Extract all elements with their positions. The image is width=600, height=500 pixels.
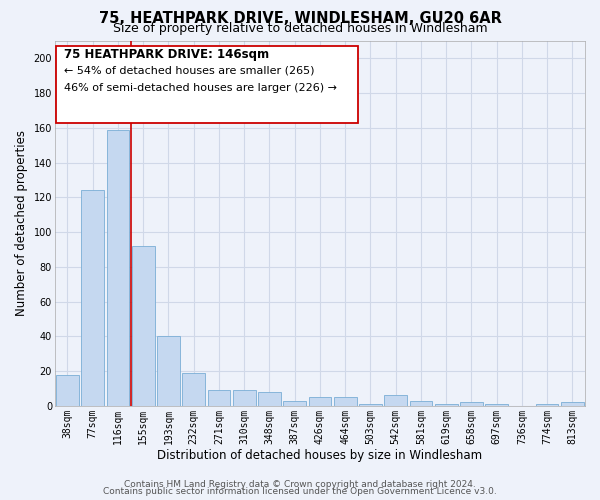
Text: Contains HM Land Registry data © Crown copyright and database right 2024.: Contains HM Land Registry data © Crown c… [124, 480, 476, 489]
Bar [208, 390, 230, 406]
Bar [410, 400, 432, 406]
Text: Size of property relative to detached houses in Windlesham: Size of property relative to detached ho… [113, 22, 487, 35]
Bar [107, 130, 130, 406]
Text: Contains public sector information licensed under the Open Government Licence v3: Contains public sector information licen… [103, 487, 497, 496]
Bar [435, 404, 458, 406]
Bar [536, 404, 559, 406]
FancyBboxPatch shape [56, 46, 358, 122]
Bar [233, 390, 256, 406]
Bar [82, 190, 104, 406]
Text: 75 HEATHPARK DRIVE: 146sqm: 75 HEATHPARK DRIVE: 146sqm [64, 48, 269, 61]
Text: ← 54% of detached houses are smaller (265): ← 54% of detached houses are smaller (26… [64, 66, 314, 76]
Bar [182, 373, 205, 406]
Bar [132, 246, 155, 406]
Bar [334, 397, 356, 406]
Bar [485, 404, 508, 406]
Bar [258, 392, 281, 406]
Bar [384, 396, 407, 406]
Y-axis label: Number of detached properties: Number of detached properties [15, 130, 28, 316]
Bar [308, 397, 331, 406]
X-axis label: Distribution of detached houses by size in Windlesham: Distribution of detached houses by size … [157, 450, 482, 462]
Bar [283, 400, 306, 406]
Bar [460, 402, 483, 406]
Text: 46% of semi-detached houses are larger (226) →: 46% of semi-detached houses are larger (… [64, 82, 337, 92]
Text: 75, HEATHPARK DRIVE, WINDLESHAM, GU20 6AR: 75, HEATHPARK DRIVE, WINDLESHAM, GU20 6A… [98, 11, 502, 26]
Bar [359, 404, 382, 406]
Bar [157, 336, 180, 406]
Bar [56, 374, 79, 406]
Bar [561, 402, 584, 406]
